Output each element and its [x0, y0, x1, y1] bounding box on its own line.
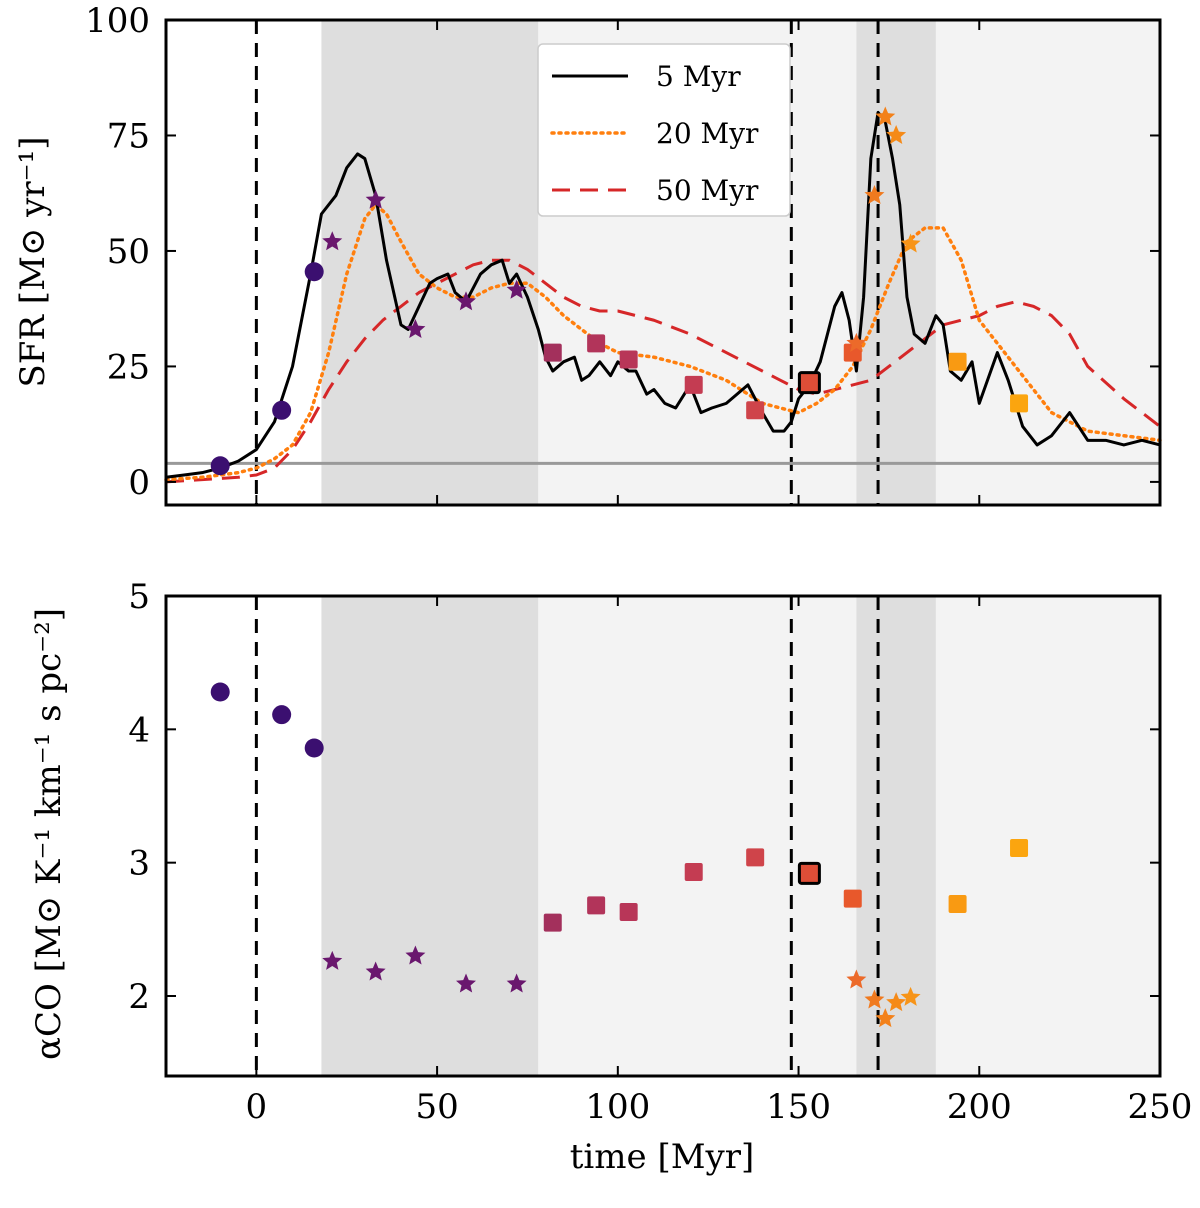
legend-box	[537, 43, 791, 217]
legend: 5 Myr 20 Myr 50 Myr	[537, 43, 791, 217]
marker-circle	[304, 738, 324, 758]
marker-star	[846, 969, 867, 989]
x-tick-label: 150	[766, 1087, 831, 1127]
marker-star	[900, 986, 921, 1006]
bottom-panel-background	[166, 596, 1160, 1076]
marker-star	[365, 189, 386, 209]
marker-square	[543, 343, 562, 362]
marker-star	[456, 291, 476, 311]
marker-star	[886, 124, 907, 144]
shaded-region	[538, 596, 857, 1076]
marker-circle	[210, 682, 230, 702]
marker-star	[506, 279, 527, 299]
y-tick-label: 4	[128, 710, 150, 750]
marker-square	[684, 375, 703, 394]
y-tick-label: 2	[128, 977, 150, 1017]
marker-square	[543, 913, 562, 932]
y-tick-label: 0	[128, 463, 150, 503]
shaded-region	[321, 20, 539, 505]
marker-circle	[272, 400, 292, 420]
marker-square	[587, 896, 606, 915]
x-axis-label: time [Myr]	[570, 1137, 755, 1177]
marker-star	[875, 106, 896, 126]
marker-star	[405, 945, 426, 965]
marker-square	[1010, 839, 1029, 857]
marker-star	[322, 950, 343, 970]
y-tick-label: 75	[107, 116, 150, 156]
legend-label: 5 Myr	[656, 60, 741, 93]
marker-star	[322, 231, 343, 251]
top-series	[164, 110, 1162, 484]
axes-frame	[164, 18, 1162, 507]
legend-label: 20 Myr	[656, 117, 759, 150]
marker-star	[886, 992, 907, 1012]
y-tick-label: 3	[128, 844, 150, 884]
marker-star	[405, 318, 426, 338]
marker-square-highlight	[797, 861, 821, 885]
bottom-event-lines	[254, 596, 880, 1076]
marker-square-highlight	[797, 371, 821, 395]
shaded-region	[321, 596, 539, 1076]
marker-square	[948, 895, 967, 913]
top-y-axis-label: SFR [M⊙ yr⁻¹]	[13, 137, 53, 388]
marker-square	[619, 350, 638, 369]
bottom-markers	[210, 682, 1029, 1028]
y-tick-label: 50	[107, 232, 150, 272]
y-tick-label: 5	[128, 577, 150, 617]
series-line-5-myr	[165, 110, 1161, 479]
x-tick-label: 50	[415, 1087, 458, 1127]
marker-square	[843, 889, 862, 908]
shaded-region	[856, 20, 936, 505]
series-line-50-myr	[165, 258, 1161, 484]
marker-star	[846, 332, 867, 352]
legend-label: 50 Myr	[656, 174, 759, 207]
top-markers	[210, 106, 1029, 476]
shaded-region	[166, 20, 322, 505]
top-axes: 0 25 50 75 100	[85, 1, 1162, 507]
x-tick-label: 250	[1128, 1087, 1193, 1127]
x-tick-label: 0	[246, 1087, 268, 1127]
marker-star	[506, 973, 527, 993]
series-line-20-myr	[164, 203, 1162, 482]
marker-square	[587, 334, 606, 353]
marker-star	[864, 185, 885, 205]
bottom-y-axis-label: αCO [M⊙ K⁻¹ km⁻¹ s pc⁻²]	[29, 608, 69, 1060]
marker-square	[684, 863, 703, 881]
x-tick-label: 200	[947, 1087, 1012, 1127]
marker-square	[1010, 394, 1029, 413]
x-tick-label: 100	[585, 1087, 650, 1127]
shaded-region	[166, 596, 322, 1076]
marker-square	[746, 401, 765, 420]
marker-star	[864, 989, 885, 1009]
marker-circle	[272, 705, 292, 725]
marker-square	[948, 352, 967, 371]
bottom-axes: 0 50 100 150 200 250 2 3 4 5	[128, 577, 1192, 1127]
marker-star	[900, 233, 921, 253]
marker-star	[365, 961, 386, 981]
marker-star	[875, 1008, 896, 1028]
y-tick-label: 100	[85, 1, 150, 41]
marker-star	[456, 973, 476, 993]
y-tick-label: 25	[107, 347, 150, 387]
marker-square	[619, 903, 638, 921]
shaded-region	[935, 596, 1160, 1076]
shaded-region	[935, 20, 1160, 505]
marker-circle	[210, 456, 230, 476]
marker-square	[746, 848, 765, 867]
axes-frame	[164, 594, 1162, 1078]
marker-circle	[304, 262, 324, 282]
